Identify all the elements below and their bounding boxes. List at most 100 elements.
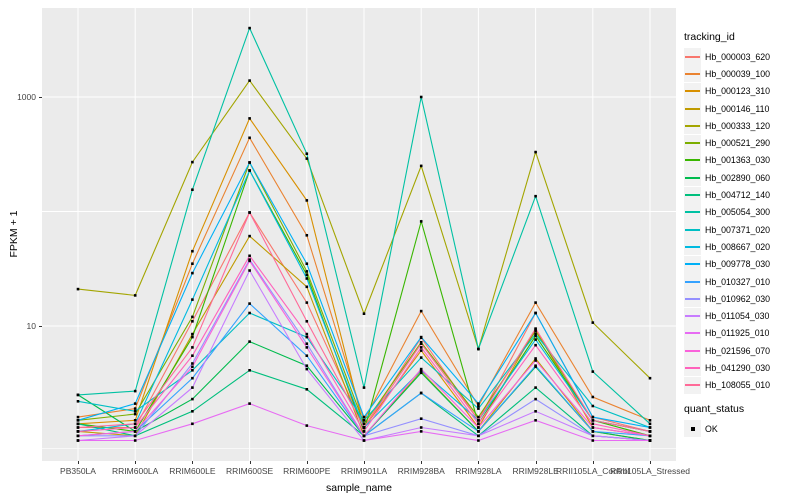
data-point-marker [591,370,595,373]
data-point-marker [305,367,309,371]
y-tick-mark [39,326,42,327]
data-point-marker [248,117,251,120]
legend-entry-Hb_041290_030: Hb_041290_030 [684,359,798,377]
data-point-marker [305,277,309,280]
legend-label: Hb_007371_020 [705,224,771,235]
data-point-marker [534,329,537,333]
legend-entry-Hb_000146_110: Hb_000146_110 [684,100,798,118]
data-point-marker [248,169,251,172]
data-point-marker [534,364,537,367]
legend-key-line [685,280,700,283]
data-point-marker [305,320,309,323]
legend-label: Hb_004712_140 [705,190,771,201]
legend-label: Hb_000123_310 [705,86,771,97]
x-tick-mark [306,461,308,464]
legend-key-line [685,384,700,387]
data-point-marker [133,412,137,416]
legend-entry-Hb_000333_120: Hb_000333_120 [684,117,798,135]
series-color-key-icon [684,342,701,360]
legend-key-line [685,297,700,300]
legend-entry-Hb_000039_100: Hb_000039_100 [684,65,798,83]
data-point-marker [76,430,80,433]
data-point-marker [248,254,251,258]
series-color-key-icon [684,134,701,152]
data-point-marker [419,342,423,345]
data-point-marker [477,407,480,410]
data-point-marker [419,95,423,99]
data-point-marker [191,354,194,357]
legend-entry-Hb_007371_020: Hb_007371_020 [684,221,798,239]
legend-label: Hb_001363_030 [705,155,771,166]
data-point-marker [591,430,595,433]
quant-status-legend: quant_status OK [684,402,798,438]
legend-entry-Hb_001363_030: Hb_001363_030 [684,151,798,169]
data-point-marker [648,430,652,433]
data-point-marker [477,426,480,429]
legend-key-line [685,263,700,266]
series-color-key-icon [684,65,701,83]
series-color-key-icon [684,151,701,169]
y-tick-mark [39,97,42,98]
data-point-marker [248,259,251,263]
plot-panel [42,8,676,461]
data-point-marker [191,160,194,164]
data-point-marker [534,386,537,389]
data-point-marker [133,439,137,442]
legend-label: Hb_000003_620 [705,51,771,62]
data-point-marker [248,369,251,372]
legend-entry-Hb_108055_010: Hb_108055_010 [684,376,798,394]
data-point-marker [591,321,595,324]
data-point-marker [191,335,194,339]
legend-entry-Hb_005054_300: Hb_005054_300 [684,203,798,221]
data-point-marker [191,262,194,265]
data-point-marker [362,419,366,422]
x-tick-label: PB350LA [60,466,96,476]
data-point-marker [591,439,595,442]
data-point-marker [534,194,537,198]
legend-key-line [685,176,700,179]
legend-label: Hb_000333_120 [705,120,771,131]
legend-key-line [685,124,700,127]
data-point-marker [362,439,366,442]
data-point-marker [191,346,194,349]
data-point-marker [362,415,366,419]
series-color-key-icon [684,307,701,325]
data-point-marker [591,395,595,399]
series-color-key-icon [684,376,701,394]
data-point-marker [362,430,366,433]
data-point-marker [419,417,423,420]
data-point-marker [362,434,366,438]
data-point-marker [648,439,652,442]
series-color-key-icon [684,203,701,221]
legend-label: Hb_041290_030 [705,362,771,373]
legend-title-quant-status: quant_status [684,402,745,415]
data-point-marker [191,271,194,275]
data-point-marker [191,362,194,365]
x-tick-mark [192,461,194,464]
data-point-marker [362,386,366,389]
data-point-marker [419,335,423,339]
data-point-marker [305,364,309,367]
data-point-marker [191,369,194,372]
data-point-marker [133,419,137,422]
legend-key-line [685,72,700,75]
legend-entry-Hb_010327_010: Hb_010327_010 [684,273,798,290]
data-point-marker [76,426,80,429]
data-point-marker [534,419,537,422]
data-point-marker [248,79,251,82]
legend-key-line [685,142,700,145]
series-color-key-icon [684,359,701,377]
data-point-marker [248,302,251,305]
data-point-marker [305,262,309,265]
data-point-marker [133,430,137,433]
data-point-marker [305,301,309,304]
data-point-marker [477,419,480,422]
data-point-marker [477,415,480,419]
legend-key-line [685,245,700,248]
data-point-marker [419,367,423,371]
data-point-marker [477,439,480,442]
legend-key-line [685,107,700,110]
legend-entry-Hb_000123_310: Hb_000123_310 [684,82,798,100]
data-point-marker [191,422,194,426]
legend-key-line [685,194,700,197]
